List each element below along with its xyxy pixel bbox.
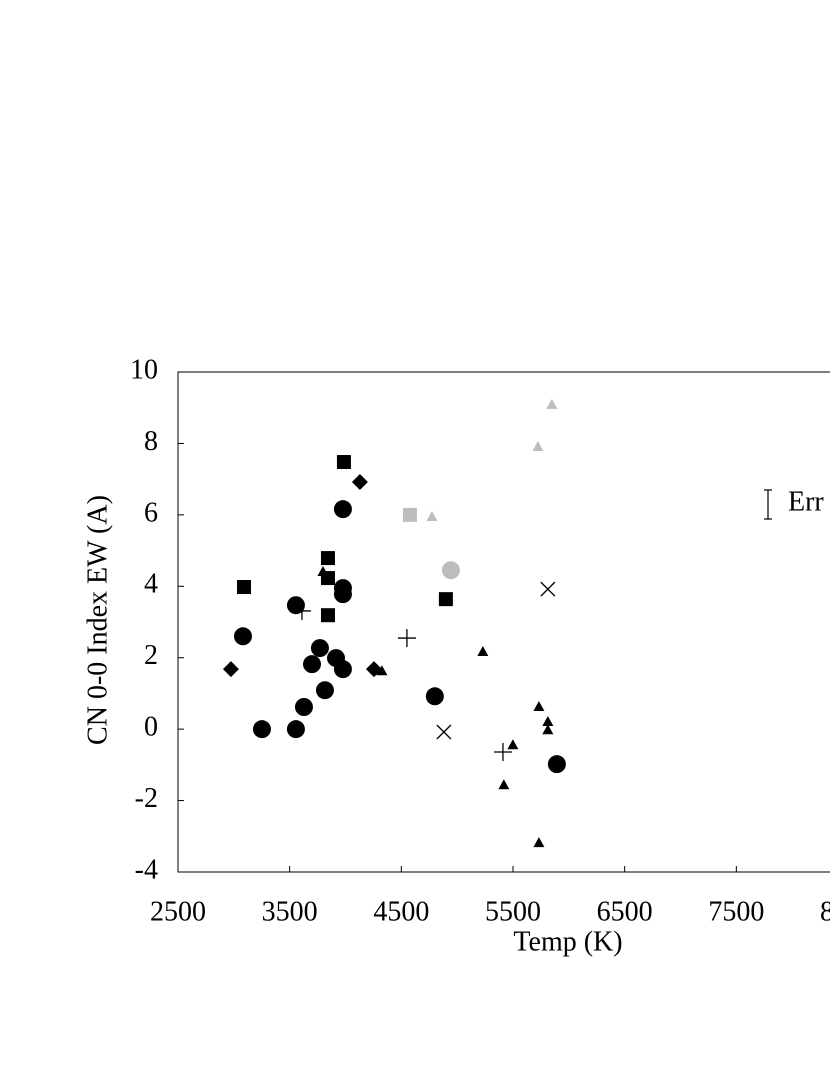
x-tick-label: 5500: [485, 896, 541, 927]
x-axis-title: Temp (K): [513, 926, 622, 957]
point: [493, 743, 512, 761]
point: [310, 639, 329, 658]
point: [292, 601, 311, 620]
point: [317, 566, 329, 576]
point: [320, 551, 335, 566]
point: [426, 511, 438, 521]
plot-frame: [177, 371, 830, 873]
y-tick-label: -2: [135, 783, 158, 814]
point: [303, 655, 321, 674]
point: [507, 739, 519, 750]
point: [498, 779, 510, 790]
point: [532, 441, 544, 451]
point: [351, 474, 368, 490]
point: [477, 646, 489, 656]
point: [438, 592, 453, 607]
point: [286, 596, 305, 615]
point: [252, 720, 271, 739]
x-tick-label: 3500: [262, 896, 318, 927]
point: [222, 661, 239, 678]
point: [333, 500, 352, 519]
point: [402, 507, 417, 522]
point: [546, 398, 558, 409]
point: [533, 701, 545, 711]
y-tick-label: 2: [144, 640, 158, 671]
x-tick-label: 8500: [820, 896, 830, 927]
y-tick-label: 6: [144, 497, 158, 528]
point: [236, 580, 251, 594]
point: [547, 755, 566, 774]
point: [425, 687, 444, 706]
point: [533, 837, 545, 848]
point: [336, 455, 351, 469]
y-tick-label: 0: [144, 712, 158, 743]
point: [333, 660, 352, 679]
point: [376, 665, 388, 676]
point: [542, 724, 554, 735]
y-tick-label: -4: [135, 854, 158, 885]
x-tick-label: 4500: [373, 896, 429, 927]
y-axis-title: CN 0-0 Index EW (A): [82, 495, 113, 745]
y-tick-label: 8: [144, 426, 158, 457]
point: [294, 698, 313, 716]
point: [233, 627, 252, 646]
point: [436, 724, 452, 740]
error-legend: Err: [764, 486, 824, 520]
y-tick-label: 10: [130, 354, 158, 385]
y-tick-label: 4: [144, 569, 158, 600]
point: [333, 585, 352, 604]
x-tick-label: 6500: [597, 896, 653, 927]
point: [542, 716, 554, 726]
point: [441, 561, 460, 580]
error-legend-label: Err: [788, 486, 824, 517]
point: [397, 629, 416, 648]
x-tick-label: 7500: [708, 896, 764, 927]
point: [540, 581, 556, 597]
point: [286, 720, 305, 739]
point: [315, 681, 334, 700]
point: [320, 608, 335, 623]
x-tick-label: 2500: [150, 896, 206, 927]
